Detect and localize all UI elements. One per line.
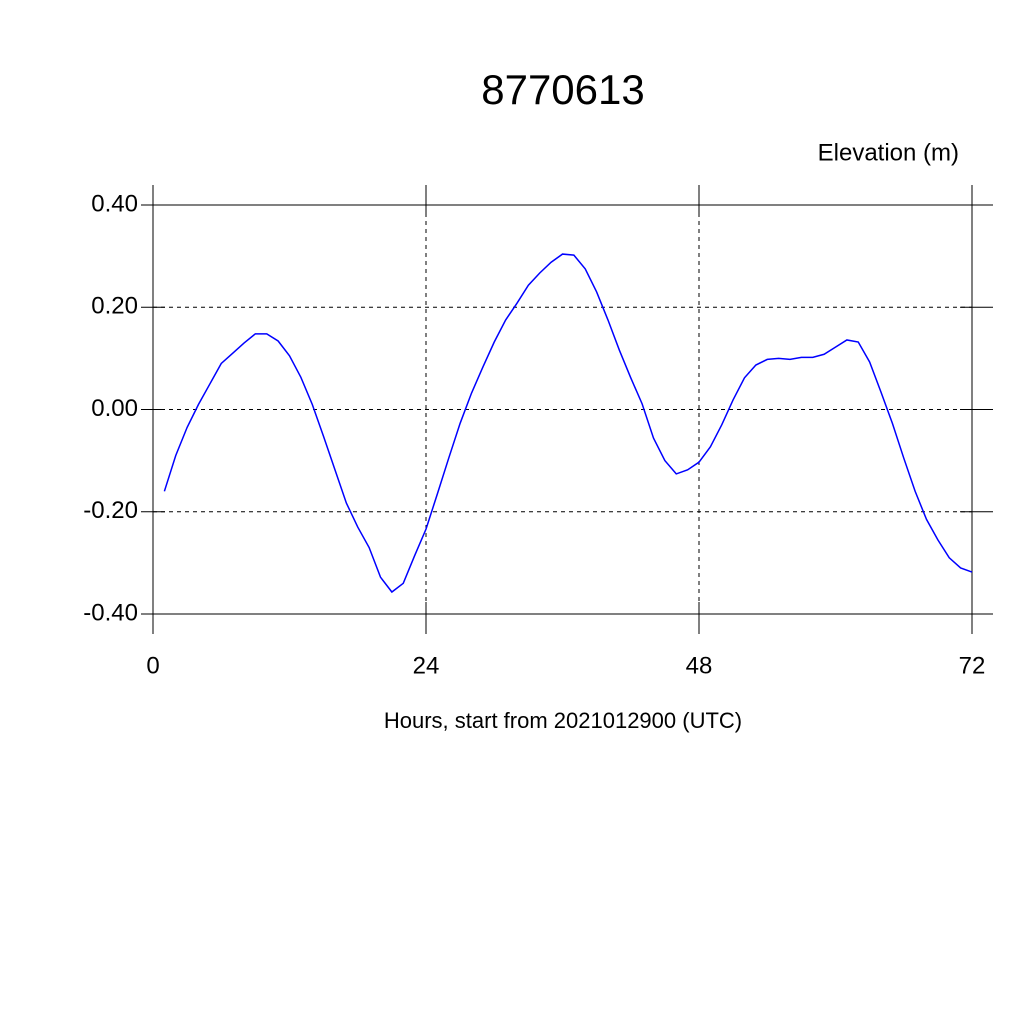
x-tick-label: 72: [959, 652, 986, 679]
y-axis-label: Elevation (m): [818, 139, 959, 166]
y-tick-label: -0.20: [83, 497, 138, 524]
x-tick-label: 48: [686, 652, 713, 679]
data-line: [163, 253, 973, 594]
y-tick-label: 0.00: [91, 395, 138, 422]
plot-frame: [152, 204, 973, 615]
chart-title: 8770613: [481, 66, 645, 113]
x-tick-label: 24: [413, 652, 440, 679]
x-axis-label: Hours, start from 2021012900 (UTC): [384, 708, 742, 733]
y-tick-label: -0.40: [83, 599, 138, 626]
y-tick-label: 0.40: [91, 190, 138, 217]
x-tick-label: 0: [146, 652, 159, 679]
y-tick-label: 0.20: [91, 293, 138, 320]
